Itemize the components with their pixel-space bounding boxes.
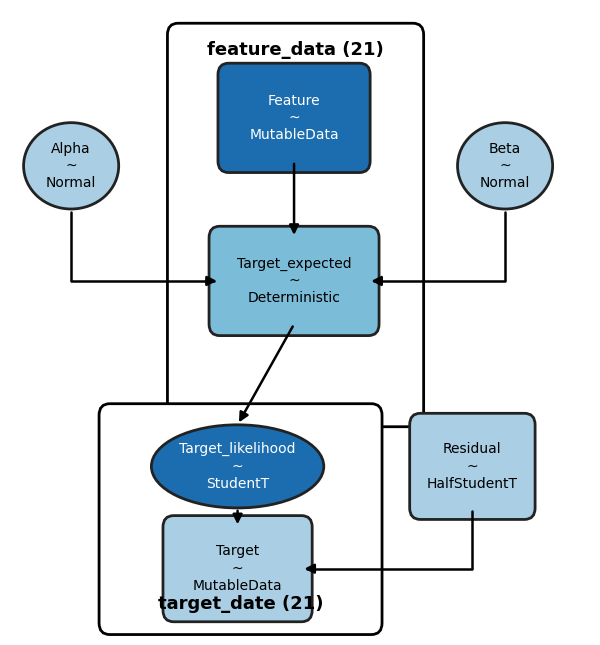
Text: Alpha
~
Normal: Alpha ~ Normal (46, 141, 97, 190)
Text: Beta
~
Normal: Beta ~ Normal (480, 141, 530, 190)
FancyBboxPatch shape (209, 226, 379, 335)
Text: Target
~
MutableData: Target ~ MutableData (193, 544, 283, 593)
FancyBboxPatch shape (99, 404, 382, 635)
Text: Residual
~
HalfStudentT: Residual ~ HalfStudentT (427, 442, 518, 491)
Ellipse shape (23, 123, 119, 209)
FancyBboxPatch shape (410, 413, 535, 519)
Text: feature_data (21): feature_data (21) (207, 41, 384, 59)
Text: Feature
~
MutableData: Feature ~ MutableData (249, 94, 339, 142)
FancyBboxPatch shape (163, 515, 312, 622)
Text: target_date (21): target_date (21) (158, 595, 323, 613)
FancyBboxPatch shape (167, 23, 424, 427)
Ellipse shape (458, 123, 553, 209)
Text: Target_likelihood
~
StudentT: Target_likelihood ~ StudentT (179, 442, 296, 491)
Text: Target_expected
~
Deterministic: Target_expected ~ Deterministic (237, 257, 352, 305)
Ellipse shape (151, 425, 324, 508)
FancyBboxPatch shape (218, 63, 370, 173)
